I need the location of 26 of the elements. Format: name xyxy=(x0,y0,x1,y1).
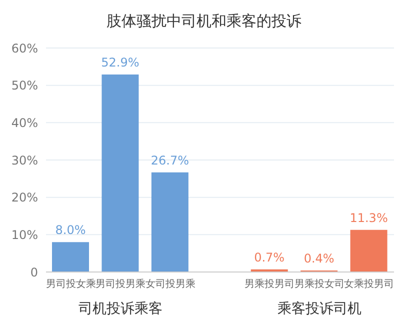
x-tick-label: 女乘投男司 xyxy=(344,278,394,290)
y-tick-label: 30% xyxy=(11,153,38,168)
bar xyxy=(151,172,188,272)
data-label: 26.7% xyxy=(150,153,189,168)
y-tick-label: 10% xyxy=(11,228,38,242)
text: 司机投诉乘客 xyxy=(78,300,164,318)
y-tick-label: 50% xyxy=(11,78,38,93)
x-tick-label: 男司投女乘 xyxy=(46,278,96,290)
y-tick-label: 20% xyxy=(11,190,38,205)
x-tick-label: 男乘投男司 xyxy=(244,278,295,290)
bar xyxy=(52,242,89,272)
data-label: 8.0% xyxy=(55,223,86,238)
x-tick-label: 女司投男乘 xyxy=(145,278,196,290)
chart-title: 肢体骚扰中司机和乘客的投诉 xyxy=(106,12,302,31)
x-tick-label: 男乘投女司 xyxy=(294,278,344,290)
data-label: 0.4% xyxy=(304,252,334,266)
y-tick-label: 60% xyxy=(11,41,38,56)
x-tick-label: 男司投男乘 xyxy=(96,278,146,290)
bar xyxy=(350,230,388,272)
data-label: 11.3% xyxy=(350,210,388,225)
y-tick-label: 40% xyxy=(11,116,38,130)
data-label: 52.9% xyxy=(101,56,140,70)
bar xyxy=(102,74,139,272)
data-label: 0.7% xyxy=(254,250,285,264)
y-tick-label: 0 xyxy=(30,265,38,280)
text: 乘客投诉司机 xyxy=(276,300,362,318)
